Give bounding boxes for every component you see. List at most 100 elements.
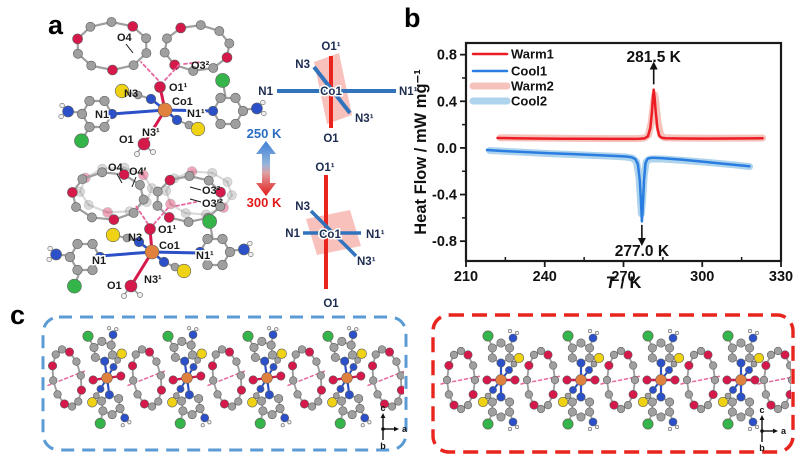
double-arrow-icon — [256, 141, 276, 196]
pyridine-ring — [194, 214, 254, 271]
x-tick-label: 270 — [611, 269, 635, 285]
atom-label-n11b: N1¹ — [196, 250, 214, 262]
c-arrowhead-icon — [759, 415, 765, 420]
x-tick-label: 240 — [533, 269, 557, 285]
arrow-down-icon — [637, 238, 646, 247]
atom-label-n1: N1 — [95, 109, 109, 121]
atom-label-o4: O4 — [117, 32, 133, 44]
d250-n1: N1 — [258, 86, 273, 98]
d250-co1: Co1 — [320, 86, 342, 98]
coordination-diagram-250k: O1¹ N3 N1 Co1 N1¹ N3¹ O1 — [258, 41, 417, 145]
atom-label-n31: N3¹ — [142, 127, 160, 139]
pyridine-ring — [207, 73, 267, 130]
axis-b: b — [380, 441, 386, 451]
panel-a-label: a — [48, 10, 64, 40]
temp-300k: 300 K — [247, 195, 282, 210]
y-tick-label: 0.4 — [437, 94, 457, 110]
c-arrowhead-icon — [380, 413, 386, 418]
chain-structure-300k — [440, 328, 791, 432]
leader-o4b — [116, 173, 123, 184]
atom-label-n1b: N1 — [92, 255, 106, 267]
series-cool1 — [485, 148, 751, 223]
axis-c: c — [759, 405, 764, 415]
y-tick-label: -0.4 — [432, 188, 457, 204]
atom-label-n11: N1¹ — [187, 108, 205, 120]
legend-label-warm1: Warm1 — [511, 47, 554, 62]
crystal-structure-300k — [46, 162, 254, 299]
d250-n11: N1¹ — [399, 86, 418, 98]
d300-n31: N3¹ — [357, 256, 376, 268]
axis-c: c — [380, 403, 385, 413]
y-tick-label: 0.0 — [437, 141, 457, 157]
d250-o11: O1¹ — [321, 41, 340, 53]
atom-label-o11b: O1¹ — [158, 224, 177, 236]
axes-indicator-250k: c a b — [380, 403, 408, 451]
axis-ticks-and-labels: 210 240 270 300 330 0.8 0.4 0.0 -0.4 -0.8 — [432, 48, 793, 285]
x-tick-label: 210 — [454, 269, 478, 285]
d300-o11: O1¹ — [315, 162, 334, 174]
pyridine-ring — [58, 95, 118, 149]
d250-o1: O1 — [323, 133, 339, 145]
atom-label-n3: N3 — [124, 88, 138, 100]
crystal-structure-250k — [58, 17, 267, 157]
legend-label-warm2: Warm2 — [511, 79, 554, 94]
leader-o4p — [131, 176, 137, 188]
leader-o4 — [125, 43, 134, 54]
x-tick-label: 300 — [690, 269, 714, 285]
y-tick-label: -0.8 — [432, 234, 457, 250]
x-tick-label: 330 — [769, 269, 793, 285]
leader-o32b — [189, 186, 202, 191]
temp-250k: 250 K — [247, 126, 282, 141]
panel-b-label: b — [404, 3, 421, 33]
atom-label-o32: O3² — [191, 60, 210, 72]
axis-b: b — [759, 443, 765, 453]
x-axis-title: T / K — [606, 274, 642, 292]
chain-structure-250k — [47, 326, 404, 429]
atom-label-n3b: N3 — [128, 232, 142, 244]
atom-label-o32b: O3² — [202, 185, 221, 197]
atom-label-co1b: Co1 — [159, 240, 180, 252]
atom-label-o11: O1¹ — [169, 82, 188, 94]
panel-c-chains: c a b c a b — [41, 313, 795, 454]
atom-labels-250k: O4 O3² O1¹ N3 Co1 N1 N1¹ N3¹ O1 — [94, 32, 210, 146]
series-warm1 — [496, 88, 764, 141]
dashed-box-250k — [41, 315, 408, 452]
a-arrowhead-icon — [773, 428, 778, 434]
d300-o1: O1 — [323, 298, 339, 310]
atom-label-co1: Co1 — [172, 96, 193, 108]
temperature-transition-arrow: 250 K 300 K — [247, 126, 282, 210]
atom-label-n31b: N3¹ — [144, 274, 162, 286]
axis-a: a — [402, 424, 408, 434]
y-axis-title: Heat Flow / mW mg⁻¹ — [412, 69, 430, 234]
d250-n31: N3¹ — [355, 113, 374, 125]
coordination-diagram-300k: O1¹ N3 N1 Co1 N1¹ N3¹ O1 — [285, 162, 384, 310]
atom-labels-300k: O4 O4′ O3² O3′² O1¹ N3 Co1 N1 N1¹ N3¹ O1 — [91, 162, 224, 292]
atom-label-o4p: O4′ — [129, 166, 147, 178]
arrow-up-icon — [649, 61, 658, 70]
y-tick-label: 0.8 — [437, 48, 457, 64]
n3-axis — [309, 209, 358, 258]
d300-co1: Co1 — [319, 229, 341, 241]
series-curves — [485, 88, 767, 223]
peak-annotation: 277.0 K — [615, 224, 670, 260]
peak-label: 277.0 K — [615, 243, 670, 260]
dashed-box-300k — [431, 313, 795, 454]
panel-a-structures: O4 O3² O1¹ N3 Co1 N1 N1¹ N3¹ O1 O4 O4′ O… — [46, 17, 418, 310]
atom-label-o1b: O1 — [107, 280, 122, 292]
d250-n3: N3 — [295, 59, 310, 71]
atom-label-o4b: O4 — [108, 162, 124, 174]
panel-c-label: c — [10, 300, 26, 330]
d300-n11: N1¹ — [366, 229, 385, 241]
atom-label-o1: O1 — [119, 134, 134, 146]
d300-n1: N1 — [285, 228, 300, 240]
axes-indicator-300k: c a b — [759, 405, 787, 453]
series-cool2 — [486, 147, 753, 218]
peak-annotation: 281.5 K — [627, 49, 682, 85]
peak-label: 281.5 K — [627, 49, 682, 66]
pyridine-ring — [46, 238, 106, 294]
legend-label-cool1: Cool1 — [511, 64, 547, 79]
atom-label-o32p: O3′² — [202, 198, 223, 210]
legend-label-cool2: Cool2 — [511, 94, 547, 109]
axis-a: a — [781, 426, 787, 436]
